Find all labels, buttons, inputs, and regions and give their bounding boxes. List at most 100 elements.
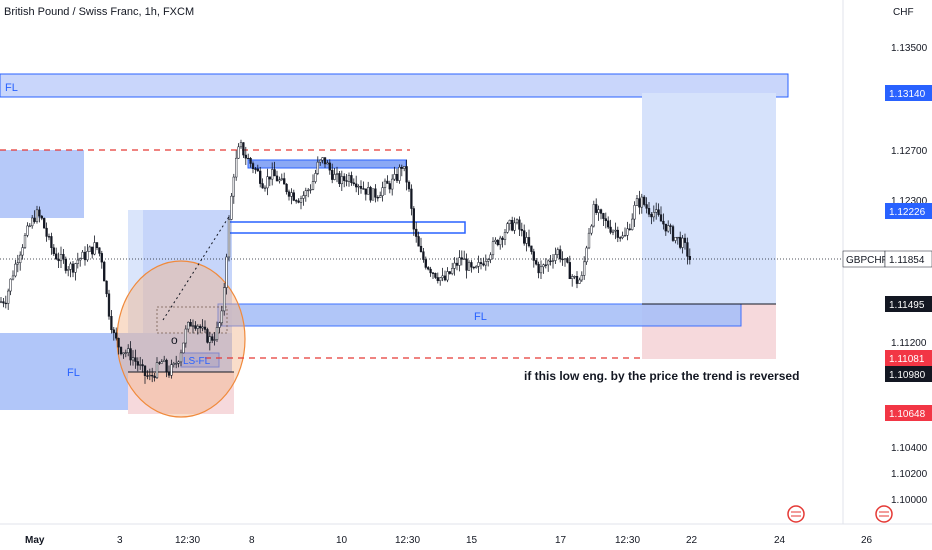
candle-body [671,226,675,241]
currency-label: CHF [893,7,914,18]
candle-body [251,163,255,169]
candle-body [568,262,571,280]
candle-body [398,167,401,181]
time-axis[interactable]: May 3 12:30 8 10 12:30 15 17 12:30 22 24… [0,523,932,546]
candle-body [129,348,132,361]
candle-body [23,235,27,248]
candle-body [11,275,15,280]
symbol-tag: GBPCHF [846,255,888,266]
candle-body [467,262,471,271]
candle-body [215,327,219,340]
candle-body [227,219,231,258]
fl-zone-top[interactable] [0,73,789,98]
candle-body [554,254,557,261]
candle-body [273,169,276,177]
candle-body [201,326,204,329]
candle-body [676,236,679,239]
candle-body [280,178,283,180]
candle-body [479,262,483,264]
trend-line-dotted[interactable] [162,214,231,321]
candle-body [561,258,564,261]
candle-body [95,242,99,249]
candle-body [88,246,91,252]
candle-body [518,219,521,230]
upper-price-label: 1.12226 [889,207,926,218]
candle-body [590,225,593,234]
mid-range-zone[interactable] [143,210,232,333]
candle-body [28,225,31,227]
fl-zone-mid[interactable] [217,303,742,327]
candle-body [43,218,46,229]
candle-body [393,174,396,180]
candle-body [76,259,79,264]
economic-event-icon[interactable] [875,505,893,523]
candle-body [441,275,444,279]
circle-marker: o [171,333,178,347]
candle-body [220,310,223,324]
candle-body [86,251,89,261]
candle-body [580,275,583,281]
candle-body [448,271,451,274]
entry-price-bg [885,296,932,312]
candle-body [304,190,307,196]
candle-body [146,375,149,377]
candle-body [100,253,103,263]
candle-body [412,208,415,230]
candle-body [487,259,490,262]
candle-body [643,196,646,205]
candle-body [177,361,180,364]
price-axis[interactable]: CHF 1.135001.127001.123001.112001.104001… [842,0,932,524]
candle-body [163,359,166,362]
candle-body [523,230,526,244]
highlight-circle[interactable] [116,260,246,418]
candle-body [535,260,538,265]
candle-body [681,237,684,248]
entry-price-label: 1.11495 [889,300,925,311]
target-zone[interactable] [642,93,776,304]
fl-label-top: FL [5,82,18,94]
price-tick-label: 1.11200 [891,338,927,349]
candle-body [381,187,384,196]
candle-body [597,209,600,213]
pink-zone[interactable] [128,372,234,414]
candle-body [609,226,612,233]
candle-body [345,180,348,182]
candle-body [578,279,581,284]
candle-body [547,260,550,266]
candle-body [477,262,480,267]
candle-body [499,237,502,246]
candle-body [158,362,161,364]
candle-body [419,245,423,252]
candle-body [403,166,406,169]
candle-body [650,214,653,218]
fl-zone-left[interactable] [0,333,128,410]
time-label: 15 [466,535,478,546]
candle-body [501,237,504,240]
symbol-title[interactable]: British Pound / Swiss Franc, 1h, FXCM [4,6,194,18]
candle-body [602,213,605,219]
candle-body [21,247,24,256]
candle-body [93,242,96,255]
candle-body [422,251,425,260]
candle-body [520,229,523,231]
candle-body [189,322,192,327]
candle-body [544,264,547,266]
candle-body [211,336,214,341]
candle-body [614,229,617,232]
candle-body [688,256,691,260]
candle-body [443,275,447,281]
candle-body [470,262,473,268]
candle-body [74,263,77,273]
upper-price-bg [885,203,932,219]
candle-body [35,209,39,222]
candle-body [26,225,29,236]
candle-body [59,254,63,262]
economic-event-icon[interactable] [787,505,805,523]
candle-body [364,188,367,195]
candle-body [508,219,511,224]
demand-zone-left-top[interactable] [0,150,84,218]
candle-body [587,232,591,249]
candle-body [153,375,156,378]
candle-body [247,157,250,160]
